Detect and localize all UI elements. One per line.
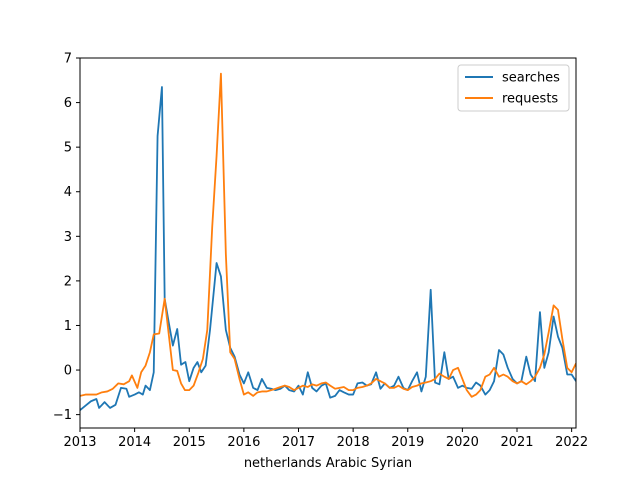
legend-label-searches: searches	[502, 71, 560, 86]
x-tick-label: 2019	[391, 435, 424, 450]
legend-label-requests: requests	[502, 92, 558, 107]
series-line-searches	[80, 86, 576, 411]
plot-area-border	[79, 57, 577, 429]
x-tick-label: 2016	[227, 435, 260, 450]
plot-frame	[79, 57, 577, 429]
x-axis-label: netherlands Arabic Syrian	[244, 456, 412, 471]
x-tick-label: 2015	[173, 435, 206, 450]
y-tick-label: 5	[64, 141, 72, 156]
y-tick-label: 1	[64, 319, 72, 334]
y-tick-label: 2	[64, 274, 72, 289]
y-tick-label: 7	[64, 52, 72, 67]
x-tick-label: 2022	[555, 435, 588, 450]
x-tick-label: 2017	[282, 435, 315, 450]
series-group	[80, 72, 576, 411]
y-tick-label: 3	[64, 230, 72, 245]
legend: searches requests	[457, 64, 570, 112]
x-tick-label: 2013	[63, 435, 96, 450]
x-tick-label: 2021	[500, 435, 533, 450]
x-tick-label: 2020	[446, 435, 479, 450]
x-tick-label: 2018	[337, 435, 370, 450]
ticks: 2013 2014 2015 2016 2017 2018 2019 2020 2021 2022…	[53, 52, 588, 451]
x-tick-label: 2014	[118, 435, 151, 450]
y-tick-label: 4	[64, 185, 72, 200]
series-line-requests	[80, 72, 576, 398]
y-tick-label: 6	[64, 96, 72, 111]
y-tick-label: 0	[64, 364, 72, 379]
y-tick-label: −1	[53, 408, 72, 423]
